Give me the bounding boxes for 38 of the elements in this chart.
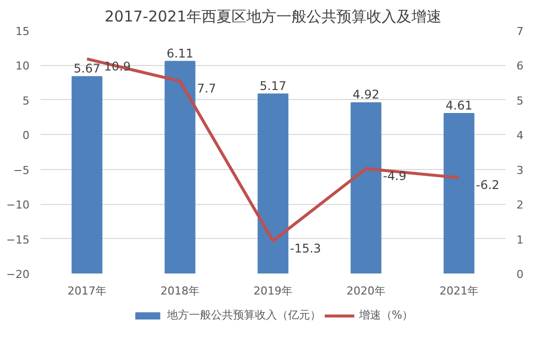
- data-label: 5.17: [260, 79, 286, 94]
- legend-label: 增速（%）: [358, 308, 414, 322]
- y2-tick-label: 6: [516, 60, 524, 73]
- bar: [72, 76, 102, 274]
- y2-tick-label: 2: [516, 198, 524, 212]
- x-tick-label: 2019年: [254, 284, 293, 298]
- legend-label: 地方一般公共预算收入（亿元）: [166, 308, 321, 322]
- data-label: 4.92: [352, 88, 380, 102]
- data-label: 4.61: [446, 98, 472, 112]
- y-tick-label: 10: [16, 60, 30, 73]
- y2-tick-label: 5: [516, 94, 524, 108]
- y2-tick-label: 1: [516, 233, 524, 246]
- data-label: -15.3: [290, 241, 322, 256]
- x-tick-label: 2018年: [160, 284, 200, 298]
- y2-tick-label: 7: [516, 25, 524, 38]
- bar: [444, 112, 474, 274]
- bar: [258, 94, 288, 274]
- y-tick-label: −20: [6, 268, 30, 281]
- y2-tick-label: 3: [516, 164, 524, 177]
- y-tick-label: −5: [13, 164, 30, 177]
- y-tick-label: 5: [22, 94, 30, 108]
- y2-tick-label: 4: [516, 129, 524, 142]
- bar: [164, 60, 196, 274]
- data-label: -6.2: [476, 178, 500, 192]
- y-tick-label: 0: [22, 129, 30, 142]
- x-tick-label: 2021年: [440, 284, 479, 298]
- data-label: 5.67: [74, 62, 100, 76]
- data-label: -4.9: [383, 169, 406, 184]
- data-label: 6.11: [166, 46, 194, 60]
- y-tick-label: 15: [16, 25, 30, 38]
- x-tick-label: 2017年: [68, 284, 107, 298]
- chart-title: 2017-2021年西夏区地方一般公共预算收入及增速: [104, 8, 442, 26]
- data-label: 7.7: [197, 82, 216, 96]
- y-tick-label: −10: [6, 198, 30, 212]
- y-tick-label: −15: [6, 233, 30, 246]
- x-tick-label: 2020年: [346, 284, 386, 298]
- y2-tick-label: 0: [516, 268, 524, 281]
- bar: [350, 102, 382, 274]
